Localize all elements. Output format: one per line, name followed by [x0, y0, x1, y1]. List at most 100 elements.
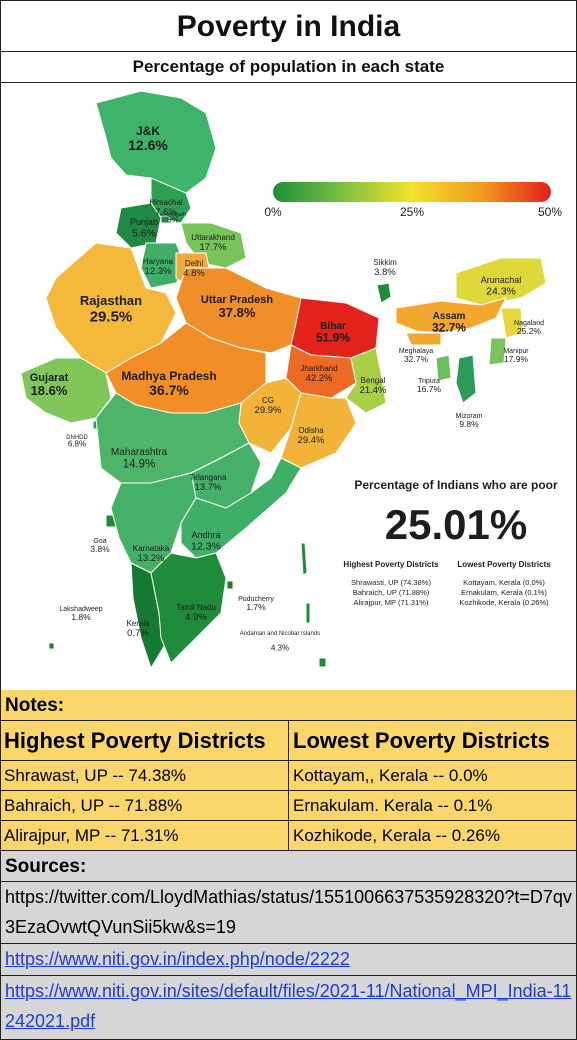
lowest-cell: Kottayam,, Kerala -- 0.0%: [293, 766, 488, 785]
page-subtitle: Percentage of population in each state: [1, 52, 576, 83]
state-value-bihar: 51.9%: [316, 331, 350, 345]
state-value-j-k: 12.6%: [128, 137, 168, 153]
state-label-punjab: Punjab: [130, 217, 158, 227]
state-value-meghalaya: 32.7%: [404, 354, 429, 364]
summary-caption: Percentage of Indians who are poor: [354, 478, 558, 492]
highest-header: Highest Poverty Districts: [1, 721, 289, 760]
state-label-nagaland: Nagaland: [514, 320, 544, 327]
legend-max-label: 50%: [538, 205, 562, 219]
state-value-odisha: 29.4%: [298, 435, 325, 446]
source-niti-node-link[interactable]: https://www.niti.gov.in/index.php/node/2…: [1, 944, 576, 976]
state-value-jharkhand: 42.2%: [306, 373, 333, 384]
state-label-manipur: Manipur: [503, 348, 529, 355]
summary-highest-title: Highest Poverty Districts: [343, 560, 439, 569]
state-label-arunachal: Arunachal: [481, 275, 522, 285]
state-value-arunachal: 24.3%: [486, 285, 516, 297]
state-label-tripura: Tripura: [418, 378, 440, 385]
state-value-karnataka: 13.2%: [138, 553, 165, 564]
state-label-sikkim: Sikkim: [373, 258, 397, 267]
notes-header-row: Highest Poverty Districts Lowest Poverty…: [1, 721, 576, 761]
state-value-andaman-and-nicobar-islands: 4.3%: [271, 644, 289, 653]
state-value-mizoram: 9.8%: [459, 419, 479, 429]
summary-lowest-item: Kottayam, Kerala (0.0%): [463, 578, 545, 587]
legend-gradient-bar: [273, 182, 551, 202]
state-value-maharashtra: 14.9%: [123, 459, 156, 471]
region-haryana: [140, 242, 187, 289]
page-title: Poverty in India: [1, 1, 576, 52]
state-label-kerala: Kerala: [126, 619, 150, 628]
region-nagaland: [500, 307, 524, 339]
state-value-sikkim: 3.8%: [374, 267, 396, 278]
region-tamilnadu: [150, 552, 227, 664]
state-value-uttarakhand: 17.7%: [200, 242, 227, 253]
state-label-rajasthan: Rajasthan: [80, 293, 142, 308]
region-up: [175, 267, 307, 354]
region-andhra: [180, 457, 302, 559]
state-label-goa: Goa: [93, 538, 106, 545]
region-manipur: [488, 337, 507, 366]
state-label-gujarat: Gujarat: [30, 372, 69, 384]
state-value-himachal: 7.6%: [155, 207, 177, 218]
state-label-bengal: Bengal: [361, 376, 386, 385]
state-label-maharashtra: Maharashtra: [111, 447, 168, 458]
region-meghalaya: [405, 332, 442, 346]
state-value-rajasthan: 29.5%: [90, 308, 133, 325]
region-bengal: [345, 347, 387, 414]
region-arunachal: [455, 257, 547, 306]
state-label-chandigarh: Chandigarh: [160, 212, 186, 218]
lowest-cell: Kozhikode, Kerala -- 0.26%: [293, 826, 500, 845]
india-poverty-map: 0% 25% 50% J&K 12.6% Himachal 7.6% Punjab 5.6…: [1, 83, 576, 689]
state-value-tripura: 16.7%: [417, 384, 442, 394]
region-puducherry: [226, 580, 234, 590]
state-label-andaman-and-nicobar-islands: Andaman and Nicobar Islands: [240, 631, 320, 637]
state-value-chandigarh: 5%: [167, 215, 179, 224]
state-label-assam: Assam: [433, 311, 466, 322]
state-value-haryana: 12.3%: [145, 266, 172, 277]
region-andaman: [300, 542, 327, 668]
state-label-mizoram: Mizoram: [456, 413, 483, 420]
state-label-madhya-pradesh: Madhya Pradesh: [121, 369, 216, 383]
lowest-cell: Ernakulam. Kerala -- 0.1%: [293, 796, 493, 815]
source-twitter[interactable]: https://twitter.com/LloydMathias/status/…: [1, 882, 576, 944]
state-value-delhi: 4.8%: [183, 268, 205, 279]
state-value-uttar-pradesh: 37.8%: [219, 305, 256, 320]
legend-mid-label: 25%: [400, 205, 424, 219]
state-label-jharkhand: Jharkhand: [300, 364, 337, 373]
region-sikkim: [376, 282, 392, 304]
state-label-delhi: Delhi: [185, 259, 203, 268]
summary-lowest-item: Kozhikode, Kerala (0.26%): [459, 598, 549, 607]
summary-highest-item: Shrawasti, UP (74.38%): [351, 578, 431, 587]
notes-section: Notes: Highest Poverty Districts Lowest …: [1, 690, 576, 1039]
highest-cell: Alirajpur, MP -- 71.31%: [1, 821, 289, 850]
state-label-dnhdd: DNHDD: [66, 435, 88, 441]
state-label-cg: CG: [262, 396, 274, 405]
state-label-lakshadweep: Lakshadweep: [59, 606, 102, 613]
state-label-himachal: Himachal: [149, 198, 183, 207]
table-row: Shrawast, UP -- 74.38% Kottayam,, Kerala…: [1, 761, 576, 791]
state-label-karnataka: Karnataka: [133, 544, 170, 553]
summary-highest-item: Bahraich, UP (71.88%): [353, 588, 430, 597]
notes-heading: Notes:: [1, 690, 576, 721]
state-value-lakshadweep: 1.8%: [71, 612, 91, 622]
source-niti-pdf-link[interactable]: https://www.niti.gov.in/sites/default/fi…: [1, 976, 576, 1039]
state-value-dnhdd: 6.8%: [68, 440, 86, 449]
state-value-goa: 3.8%: [90, 544, 110, 554]
region-lakshadweep: [48, 642, 55, 650]
table-row: Alirajpur, MP -- 71.31% Kozhikode, Keral…: [1, 821, 576, 851]
state-label-andhra: Andhra: [191, 530, 220, 540]
sources-heading: Sources:: [1, 851, 576, 882]
state-value-manipur: 17.9%: [504, 354, 529, 364]
region-odisha: [280, 392, 357, 469]
highest-cell: Shrawast, UP -- 74.38%: [1, 761, 289, 790]
state-value-kerala: 0.7%: [127, 628, 149, 639]
state-label-puducherry: Puducherry: [238, 596, 274, 603]
state-value-puducherry: 1.7%: [246, 602, 266, 612]
state-value-telangana: 13.7%: [195, 482, 222, 493]
highest-cell: Bahraich, UP -- 71.88%: [1, 791, 289, 820]
state-label-uttar-pradesh: Uttar Pradesh: [201, 294, 273, 306]
legend-min-label: 0%: [264, 205, 282, 219]
summary-big-value: 25.01%: [385, 501, 527, 548]
region-mizoram: [455, 354, 477, 404]
summary-lowest-title: Lowest Poverty Districts: [457, 560, 551, 569]
